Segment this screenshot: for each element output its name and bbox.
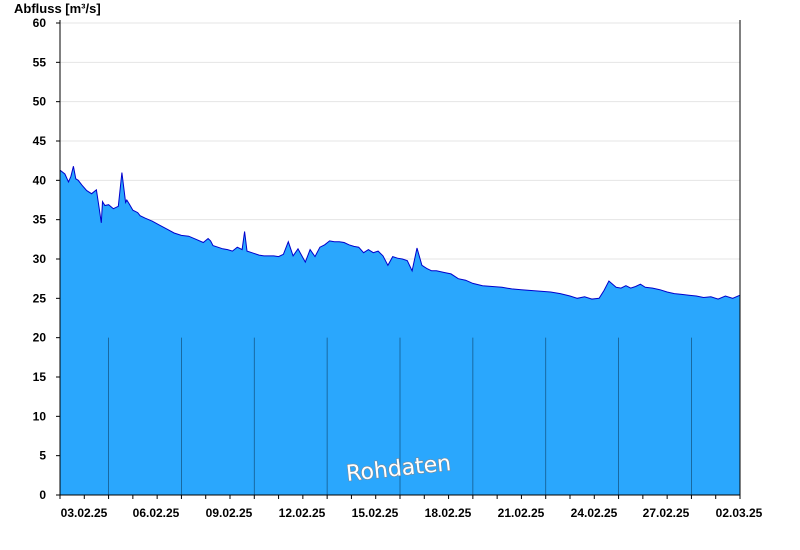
y-tick-label: 20 xyxy=(33,331,47,345)
x-tick-label: 21.02.25 xyxy=(498,506,545,520)
y-tick-label: 50 xyxy=(33,95,47,109)
x-tick-label: 24.02.25 xyxy=(571,506,618,520)
day-divider-lines xyxy=(108,337,692,495)
y-tick-label: 40 xyxy=(33,173,47,187)
x-tick-label: 27.02.25 xyxy=(643,506,690,520)
y-tick-label: 0 xyxy=(39,488,46,502)
y-tick-label: 35 xyxy=(33,213,47,227)
y-axis-label: Abfluss [m³/s] xyxy=(14,1,101,16)
x-axis-ticks: 03.02.25 06.02.25 09.02.25 12.02.25 15.02.25… xyxy=(59,495,763,520)
x-tick-label: 09.02.25 xyxy=(206,506,253,520)
y-tick-label: 60 xyxy=(33,16,47,30)
y-tick-label: 15 xyxy=(33,370,47,384)
x-tick-label: 12.02.25 xyxy=(279,506,326,520)
y-axis-ticks: 0 5 10 15 20 25 30 35 40 45 50 55 60 xyxy=(33,16,60,502)
x-tick-label: 03.02.25 xyxy=(61,506,108,520)
series-line xyxy=(59,166,741,300)
y-tick-label: 45 xyxy=(33,134,47,148)
x-tick-label: 15.02.25 xyxy=(352,506,399,520)
x-tick-label: 06.02.25 xyxy=(133,506,180,520)
series-area xyxy=(60,166,740,495)
y-tick-label: 10 xyxy=(33,409,47,423)
data-area xyxy=(59,166,741,495)
y-tick-label: 25 xyxy=(33,291,47,305)
x-tick-label: 18.02.25 xyxy=(425,506,472,520)
y-tick-label: 55 xyxy=(33,55,47,69)
y-tick-label: 30 xyxy=(33,252,47,266)
x-tick-label: 02.03.25 xyxy=(716,506,763,520)
y-tick-label: 5 xyxy=(39,449,46,463)
